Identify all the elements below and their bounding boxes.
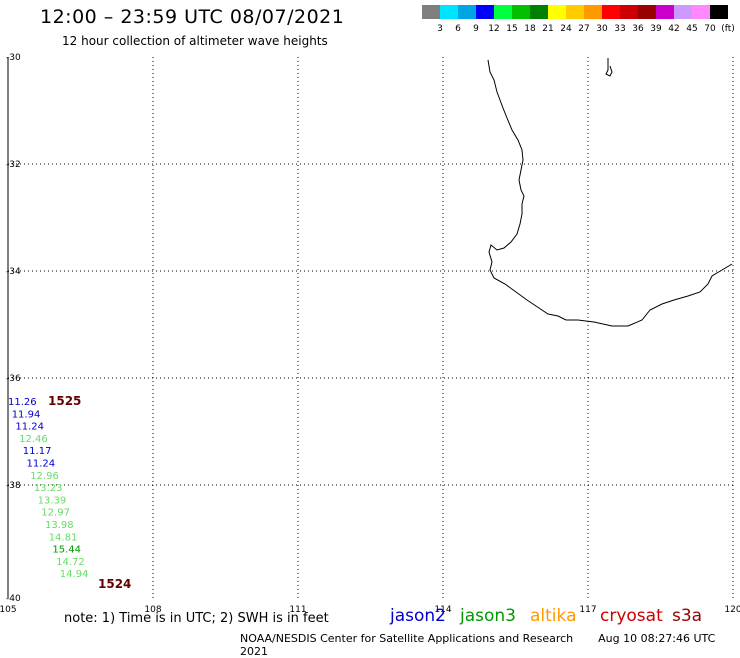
color-scale-label: 45 xyxy=(686,24,698,34)
lat-label: -38 xyxy=(6,481,21,491)
color-swatch xyxy=(548,5,566,19)
credit-text: NOAA/NESDIS Center for Satellite Applica… xyxy=(240,632,574,645)
color-swatch xyxy=(620,5,638,19)
island-outline xyxy=(605,58,613,77)
color-scale-label: 24 xyxy=(560,24,572,34)
track-id-label: 1524 xyxy=(98,577,131,591)
color-swatch xyxy=(458,5,476,19)
color-swatch xyxy=(584,5,602,19)
wave-height-value: 12.96 xyxy=(30,471,59,482)
color-swatch xyxy=(674,5,692,19)
color-swatch xyxy=(494,5,512,19)
color-scale-label: 18 xyxy=(524,24,536,34)
satellite-jason3: jason3 xyxy=(460,606,516,626)
footnote: note: 1) Time is in UTC; 2) SWH is in fe… xyxy=(64,611,329,626)
wave-height-value: 13.39 xyxy=(38,495,67,506)
wave-height-value: 13.23 xyxy=(34,483,63,494)
color-scale-label: 42 xyxy=(668,24,680,34)
color-scale-label: (ft) xyxy=(721,24,735,34)
wave-height-value: 12.46 xyxy=(19,434,48,445)
color-swatch xyxy=(440,5,458,19)
color-scale-label: 70 xyxy=(704,24,716,34)
wave-height-value: 11.94 xyxy=(12,409,41,420)
wave-height-value: 11.24 xyxy=(15,422,44,433)
satellite-cryosat: cryosat xyxy=(600,606,663,626)
color-scale-label: 39 xyxy=(650,24,662,34)
wave-height-value: 12.97 xyxy=(41,508,70,519)
wave-height-value: 14.81 xyxy=(49,532,78,543)
color-swatch xyxy=(530,5,548,19)
color-swatch xyxy=(638,5,656,19)
lon-label: 105 xyxy=(0,605,17,615)
wave-height-value: 14.94 xyxy=(60,569,89,580)
lat-label: -36 xyxy=(6,374,21,384)
wave-height-value: 14.72 xyxy=(56,557,85,568)
color-scale-label: 12 xyxy=(488,24,500,34)
australia-coastline xyxy=(487,59,733,327)
color-swatch xyxy=(710,5,728,19)
satellite-jason2: jason2 xyxy=(390,606,446,626)
credit-line: NOAA/NESDIS Center for Satellite Applica… xyxy=(240,632,740,658)
color-swatch xyxy=(512,5,530,19)
color-swatch xyxy=(602,5,620,19)
wave-height-value: 11.26 xyxy=(8,397,37,408)
latitude-labels: -30 -32 -34 -36 -38 -40 xyxy=(6,53,21,604)
altimeter-track: 11.2611.9411.2412.4611.1711.2412.9613.23… xyxy=(8,394,131,591)
lon-label: 120 xyxy=(724,605,740,615)
color-scale-label: 21 xyxy=(542,24,554,34)
color-scale-label: 33 xyxy=(614,24,626,34)
color-scale-label: 9 xyxy=(473,24,479,34)
wave-height-value: 11.24 xyxy=(27,459,56,470)
color-scale-label: 27 xyxy=(578,24,590,34)
color-scale-label: 30 xyxy=(596,24,608,34)
color-swatch xyxy=(692,5,710,19)
lat-label: -34 xyxy=(6,267,21,277)
color-scale-label: 36 xyxy=(632,24,644,34)
color-scale-label: 15 xyxy=(506,24,518,34)
color-swatch xyxy=(656,5,674,19)
lat-lon-grid xyxy=(8,57,734,598)
lon-label: 111 xyxy=(289,605,306,615)
wave-height-value: 13.98 xyxy=(45,520,74,531)
page-title: 12:00 – 23:59 UTC 08/07/2021 xyxy=(40,6,345,28)
lon-label: 108 xyxy=(144,605,161,615)
lat-label: -40 xyxy=(6,594,21,604)
lat-label: -32 xyxy=(6,160,21,170)
color-swatch xyxy=(566,5,584,19)
satellite-s3a: s3a xyxy=(672,606,703,626)
color-scale-label: 3 xyxy=(437,24,443,34)
track-id-label: 1525 xyxy=(48,394,81,408)
wave-height-value: 15.44 xyxy=(52,545,81,556)
satellite-altika: altika xyxy=(530,606,577,626)
wave-height-value: 11.17 xyxy=(23,446,52,457)
lat-label: -30 xyxy=(6,53,21,63)
color-swatch xyxy=(476,5,494,19)
page-subtitle: 12 hour collection of altimeter wave hei… xyxy=(62,34,328,48)
lon-label: 114 xyxy=(434,605,451,615)
longitude-labels: 105 108 111 114 117 120 xyxy=(0,605,740,615)
color-scale-label: 6 xyxy=(455,24,461,34)
color-swatch xyxy=(422,5,440,19)
lon-label: 117 xyxy=(579,605,596,615)
